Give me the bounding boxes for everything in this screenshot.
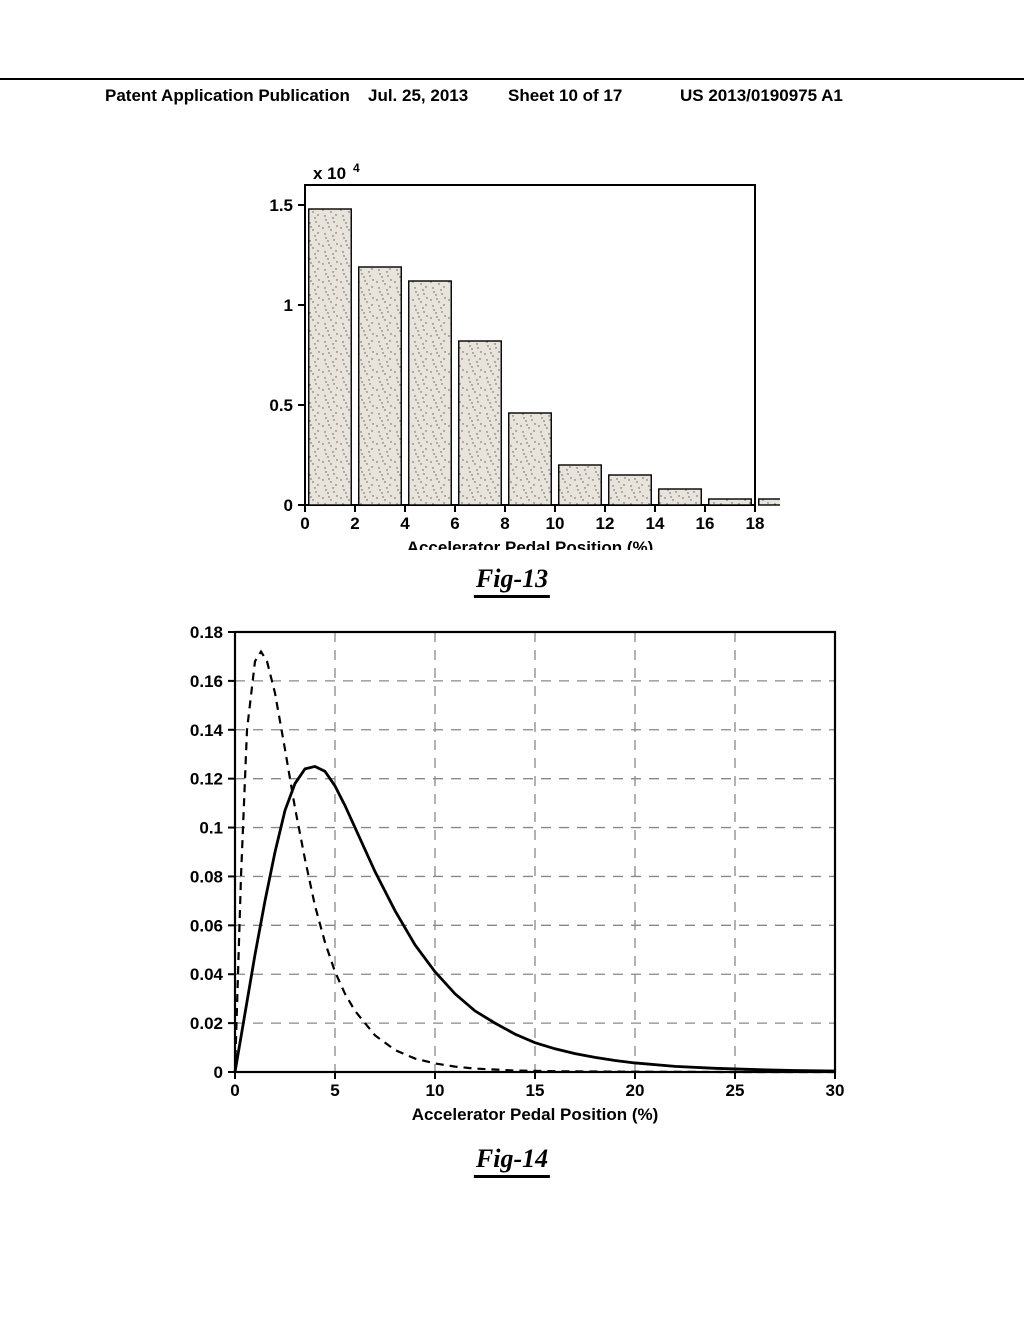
svg-text:0: 0 — [284, 496, 293, 515]
fig14-svg: 0 0.02 0.04 0.06 0.08 0.1 0.12 0.14 0.16 0.18 0 5 10… — [165, 620, 865, 1130]
fig13-chart: 0 0.5 1 1.5 0 2 4 6 8 10 12 14 16 18 x 10 4 Accelerator … — [250, 160, 780, 555]
svg-text:15: 15 — [526, 1081, 545, 1100]
svg-text:0.14: 0.14 — [190, 721, 224, 740]
svg-text:25: 25 — [726, 1081, 745, 1100]
svg-text:1: 1 — [284, 296, 293, 315]
svg-text:16: 16 — [696, 514, 715, 533]
svg-text:5: 5 — [330, 1081, 339, 1100]
svg-text:0: 0 — [300, 514, 309, 533]
fig13-svg: 0 0.5 1 1.5 0 2 4 6 8 10 12 14 16 18 x 10 4 Accelerator … — [250, 160, 780, 550]
svg-text:0.12: 0.12 — [190, 770, 223, 789]
header-sheet: Sheet 10 of 17 — [508, 86, 622, 106]
svg-text:0: 0 — [214, 1063, 223, 1082]
svg-text:12: 12 — [596, 514, 615, 533]
svg-text:2: 2 — [350, 514, 359, 533]
header-publication: Patent Application Publication — [105, 86, 350, 106]
svg-text:x 10: x 10 — [313, 164, 346, 183]
svg-text:0.06: 0.06 — [190, 916, 223, 935]
svg-text:8: 8 — [500, 514, 509, 533]
svg-text:4: 4 — [400, 514, 410, 533]
svg-text:0.16: 0.16 — [190, 672, 223, 691]
svg-text:Accelerator Pedal Position (%): Accelerator Pedal Position (%) — [412, 1105, 659, 1124]
svg-text:0.02: 0.02 — [190, 1014, 223, 1033]
svg-text:20: 20 — [626, 1081, 645, 1100]
svg-text:10: 10 — [426, 1081, 445, 1100]
header-pubnum: US 2013/0190975 A1 — [680, 86, 843, 106]
svg-text:6: 6 — [450, 514, 459, 533]
svg-text:0.18: 0.18 — [190, 623, 223, 642]
svg-text:14: 14 — [646, 514, 665, 533]
page-header: Patent Application Publication Jul. 25, … — [0, 78, 1024, 86]
svg-text:0.5: 0.5 — [269, 396, 293, 415]
svg-text:0.04: 0.04 — [190, 965, 224, 984]
fig13-caption: Fig-13 — [474, 564, 550, 598]
fig14-caption: Fig-14 — [474, 1144, 550, 1178]
header-date: Jul. 25, 2013 — [368, 86, 468, 106]
svg-text:Accelerator Pedal Position (%): Accelerator Pedal Position (%) — [407, 538, 654, 550]
svg-text:0: 0 — [230, 1081, 239, 1100]
svg-text:4: 4 — [353, 161, 360, 175]
svg-text:10: 10 — [546, 514, 565, 533]
svg-text:0.08: 0.08 — [190, 867, 223, 886]
svg-text:18: 18 — [746, 514, 765, 533]
svg-text:0.1: 0.1 — [199, 819, 223, 838]
svg-text:1.5: 1.5 — [269, 196, 293, 215]
fig14-chart: 0 0.02 0.04 0.06 0.08 0.1 0.12 0.14 0.16 0.18 0 5 10… — [165, 620, 865, 1135]
svg-text:30: 30 — [826, 1081, 845, 1100]
